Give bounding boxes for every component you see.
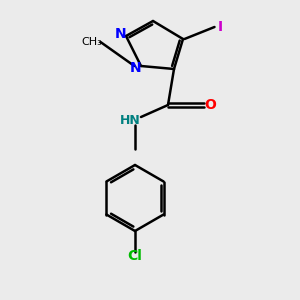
Text: O: O — [204, 98, 216, 112]
Text: N: N — [130, 61, 141, 74]
Text: Cl: Cl — [128, 250, 142, 263]
Text: HN: HN — [120, 113, 141, 127]
Text: N: N — [115, 28, 126, 41]
Text: CH₃: CH₃ — [81, 37, 102, 47]
Text: I: I — [218, 20, 223, 34]
